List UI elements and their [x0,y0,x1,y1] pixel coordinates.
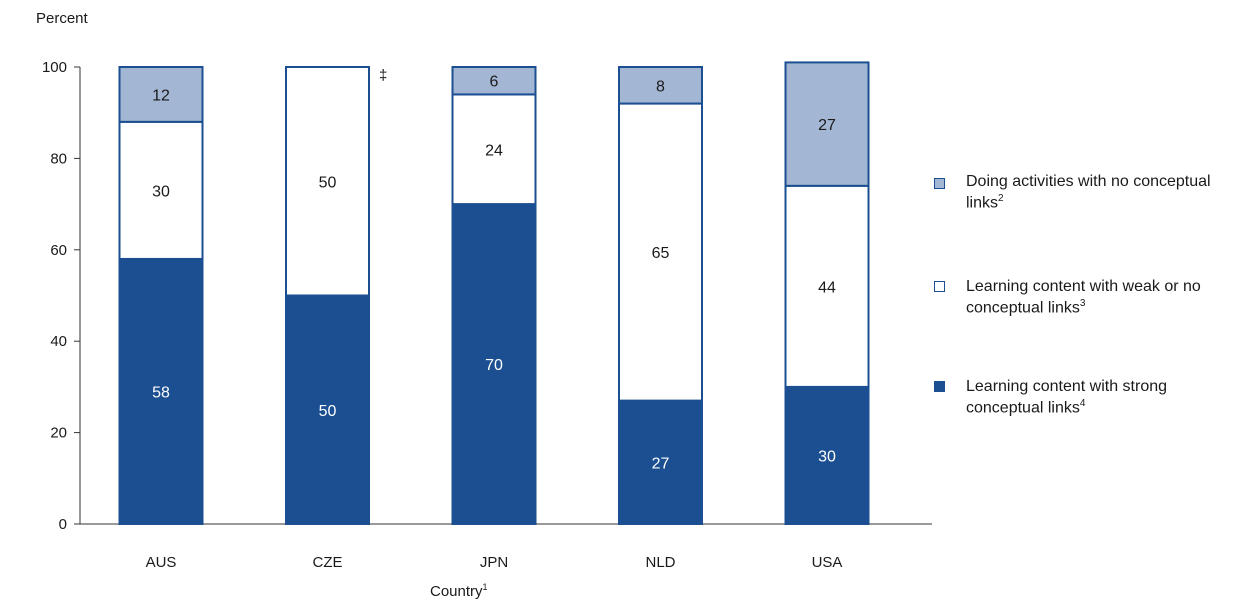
data-label: 30 [152,183,170,200]
x-axis-title: Country1 [430,582,488,600]
bar-segment [285,294,370,525]
x-tick-label: AUS [146,554,177,571]
data-label: 27 [818,117,836,134]
bar-segment [618,399,703,525]
data-label: 8 [656,78,665,95]
y-tick-label: 20 [50,425,67,442]
legend-note-activities: 2 [998,193,1004,204]
bar-segment [784,184,870,388]
bar-segment [451,66,537,96]
legend-label-weak-links: Learning content with weak or no concept… [966,278,1216,316]
bar-segment [118,257,204,525]
annotation-label: ‡ [379,67,387,84]
data-label: 27 [652,455,670,472]
x-tick-label: USA [812,554,843,571]
bar-segment [118,66,204,123]
data-label: 44 [818,279,836,296]
legend-swatch-strong-links [934,381,945,392]
data-label: 30 [818,448,836,465]
x-axis-title-note: 1 [482,582,488,592]
x-axis-title-text: Country [430,583,483,600]
y-tick-label: 80 [50,150,67,167]
y-tick-label: 100 [42,59,67,76]
y-tick-label: 0 [59,516,67,533]
bar-segment [618,66,703,105]
bar-segment [618,102,703,402]
bar-segment [118,120,204,260]
legend-swatch-weak-links [934,281,945,292]
data-label: 12 [152,87,170,104]
data-label: 70 [485,357,503,374]
data-label: 50 [319,174,337,191]
bar-segment [451,93,537,206]
legend-label-activities: Doing activities with no conceptual link… [966,173,1216,211]
legend-label-strong-links-text: Learning content with strong conceptual … [966,378,1168,417]
y-axis-title: Percent [36,10,88,27]
legend-label-strong-links: Learning content with strong conceptual … [966,378,1246,416]
legend-label-activities-text: Doing activities with no conceptual link… [966,173,1211,212]
data-label: 6 [490,74,499,91]
legend-note-weak-links: 3 [1079,298,1086,309]
legend-note-strong-links: 4 [1079,398,1086,409]
x-tick-label: CZE [313,554,343,571]
x-tick-label: JPN [480,554,508,571]
bar-segment [784,385,870,525]
bar-segment [784,61,870,187]
data-label: 65 [652,245,670,262]
data-label: 24 [485,142,503,159]
data-label: 58 [152,384,170,401]
x-tick-label: NLD [645,554,675,571]
bar-segment [285,66,370,297]
legend-swatch-activities [934,178,945,189]
bar-segment [451,203,537,525]
legend-label-weak-links-text: Learning content with weak or no concept… [966,278,1201,317]
data-label: 50 [319,403,337,420]
y-tick-label: 40 [50,333,67,350]
y-tick-label: 60 [50,242,67,259]
